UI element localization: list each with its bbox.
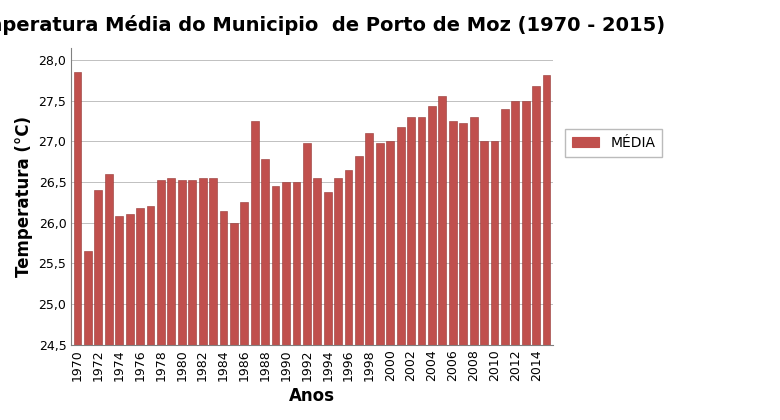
Bar: [157, 179, 165, 420]
Bar: [73, 72, 81, 420]
Bar: [261, 159, 269, 420]
Bar: [345, 170, 353, 420]
Bar: [532, 86, 540, 420]
Bar: [366, 133, 374, 420]
Bar: [428, 106, 436, 420]
Bar: [251, 121, 259, 420]
Y-axis label: Temperatura (°C): Temperatura (°C): [15, 116, 33, 277]
Bar: [147, 206, 154, 420]
Bar: [105, 174, 113, 420]
Bar: [376, 143, 384, 420]
Bar: [522, 100, 530, 420]
Legend: MÉDIA: MÉDIA: [565, 129, 662, 157]
Bar: [324, 192, 332, 420]
Title: Temperatura Média do Municipio  de Porto de Moz (1970 - 2015): Temperatura Média do Municipio de Porto …: [0, 15, 665, 35]
Bar: [501, 109, 509, 420]
Bar: [303, 143, 310, 420]
Bar: [271, 186, 279, 420]
Bar: [543, 74, 551, 420]
Bar: [199, 178, 207, 420]
Bar: [470, 117, 477, 420]
Bar: [94, 190, 102, 420]
Bar: [240, 202, 248, 420]
Bar: [512, 100, 519, 420]
Bar: [188, 180, 196, 420]
Bar: [314, 178, 321, 420]
Bar: [417, 117, 425, 420]
Bar: [84, 251, 92, 420]
Bar: [480, 141, 488, 420]
X-axis label: Anos: Anos: [289, 387, 335, 405]
Bar: [126, 215, 133, 420]
Bar: [386, 141, 394, 420]
Bar: [115, 216, 123, 420]
Bar: [136, 208, 144, 420]
Bar: [448, 121, 456, 420]
Bar: [491, 141, 498, 420]
Bar: [438, 96, 446, 420]
Bar: [230, 223, 238, 420]
Bar: [292, 182, 300, 420]
Bar: [334, 178, 342, 420]
Bar: [178, 179, 186, 420]
Bar: [355, 156, 363, 420]
Bar: [397, 127, 405, 420]
Bar: [282, 182, 290, 420]
Bar: [407, 117, 415, 420]
Bar: [219, 211, 228, 420]
Bar: [168, 178, 176, 420]
Bar: [459, 123, 467, 420]
Bar: [209, 178, 217, 420]
